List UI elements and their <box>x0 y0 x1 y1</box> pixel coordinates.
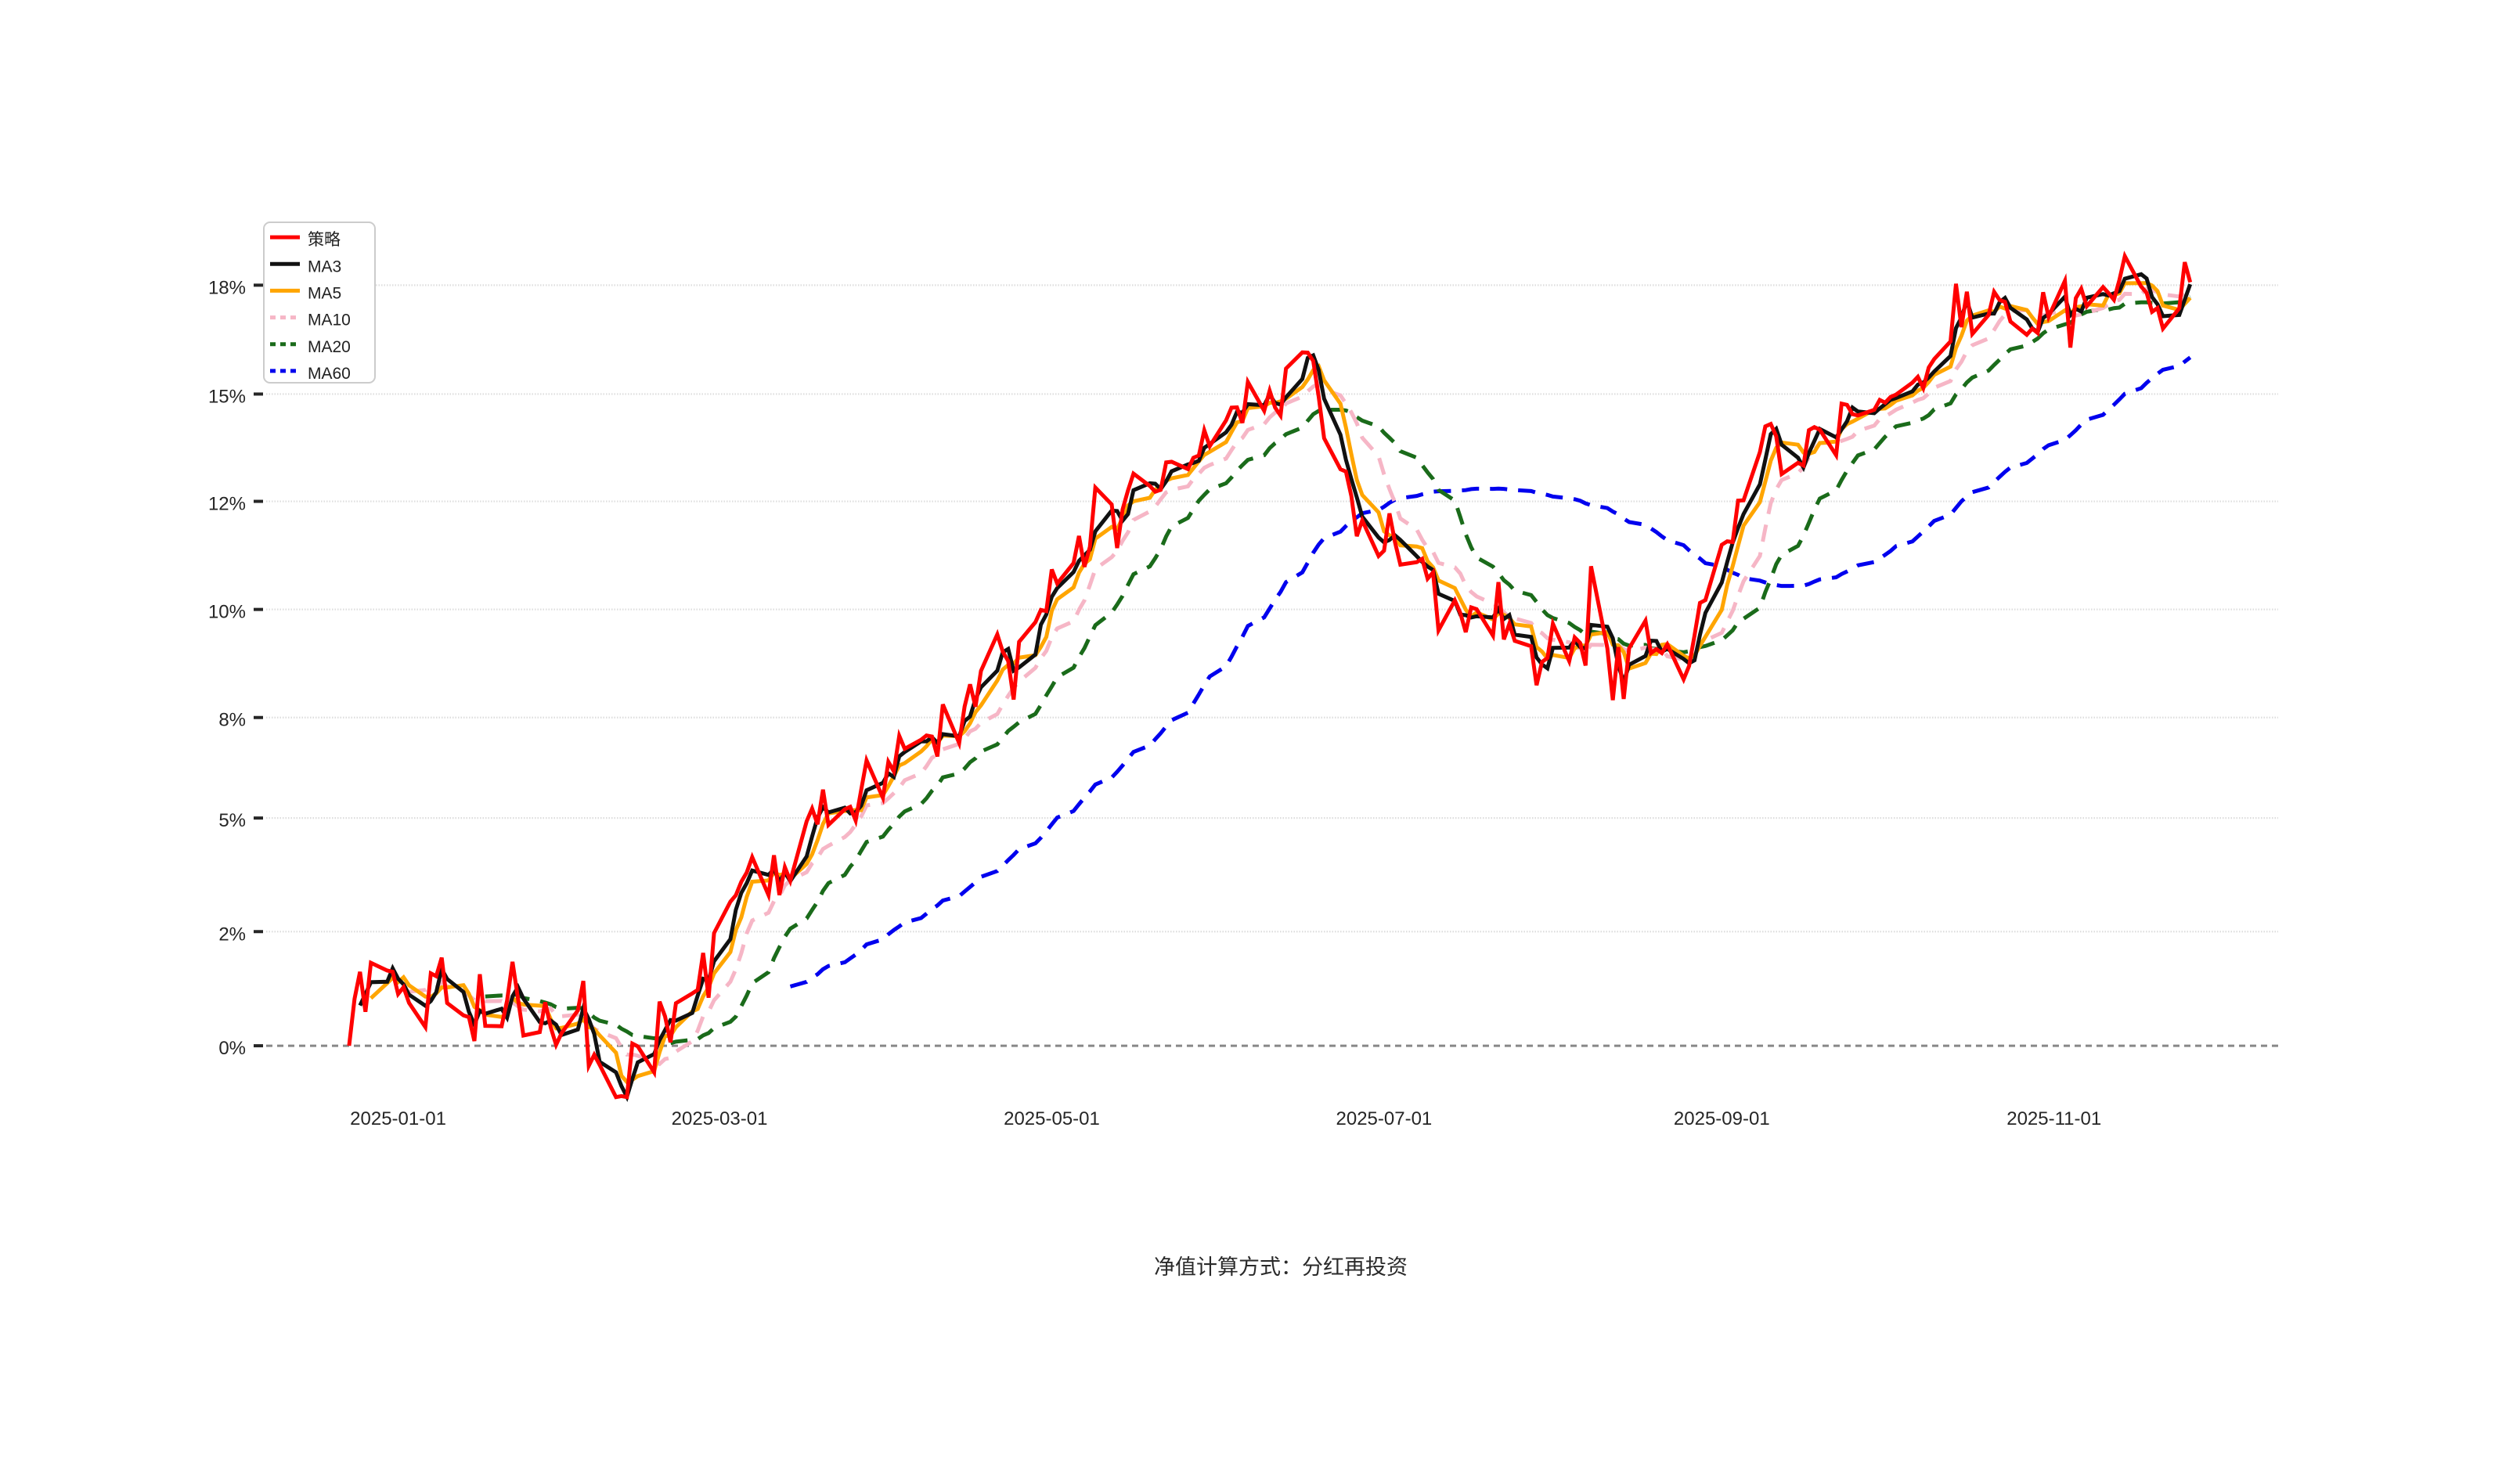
svg-text:MA20: MA20 <box>308 338 351 356</box>
svg-text:15%: 15% <box>208 386 246 407</box>
svg-text:5%: 5% <box>218 810 246 831</box>
svg-text:12%: 12% <box>208 494 246 515</box>
svg-text:2025-01-01: 2025-01-01 <box>350 1108 446 1129</box>
svg-text:0%: 0% <box>218 1038 246 1059</box>
svg-text:2025-09-01: 2025-09-01 <box>1674 1108 1770 1129</box>
svg-text:10%: 10% <box>208 602 246 623</box>
svg-text:18%: 18% <box>208 277 246 298</box>
svg-text:策略: 策略 <box>308 231 341 249</box>
svg-text:8%: 8% <box>218 710 246 731</box>
svg-text:MA10: MA10 <box>308 312 351 330</box>
svg-text:2025-05-01: 2025-05-01 <box>1004 1108 1100 1129</box>
svg-text:MA60: MA60 <box>308 365 351 383</box>
svg-text:MA3: MA3 <box>308 258 341 276</box>
svg-text:2025-03-01: 2025-03-01 <box>672 1108 768 1129</box>
svg-text:净值计算方式：分红再投资: 净值计算方式：分红再投资 <box>1154 1255 1408 1279</box>
svg-text:MA5: MA5 <box>308 284 341 302</box>
svg-text:2%: 2% <box>218 924 246 945</box>
svg-text:2025-11-01: 2025-11-01 <box>2006 1108 2101 1129</box>
svg-text:2025-07-01: 2025-07-01 <box>1336 1108 1433 1129</box>
